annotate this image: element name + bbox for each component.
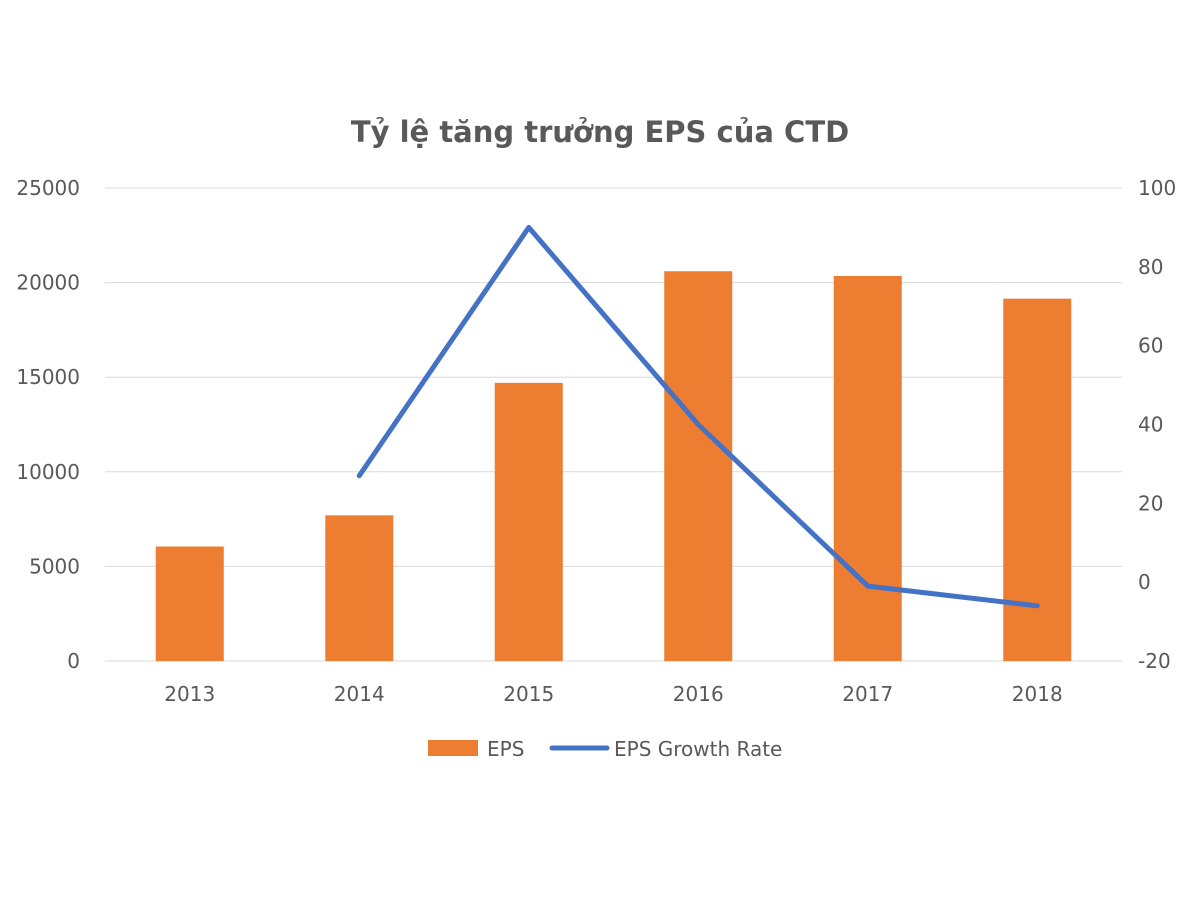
eps-bar — [664, 271, 733, 661]
right-tick-label: 20 — [1138, 491, 1163, 515]
x-tick-label: 2016 — [673, 682, 724, 706]
right-tick-label: 0 — [1138, 570, 1151, 594]
gridlines — [105, 187, 1122, 662]
x-tick-label: 2013 — [164, 682, 215, 706]
left-tick-label: 15000 — [16, 365, 80, 389]
eps-bar — [325, 515, 394, 661]
left-tick-label: 10000 — [16, 460, 80, 484]
x-tick-label: 2018 — [1012, 682, 1063, 706]
right-tick-label: -20 — [1138, 649, 1171, 673]
eps-bar — [1003, 298, 1072, 661]
left-tick-label: 25000 — [16, 176, 80, 200]
eps-bar — [155, 546, 224, 661]
eps-bar — [833, 275, 902, 661]
right-tick-label: 40 — [1138, 413, 1163, 437]
left-tick-label: 0 — [67, 649, 80, 673]
left-axis-ticks: 0 5000 10000 15000 20000 25000 — [16, 176, 80, 673]
x-tick-label: 2014 — [334, 682, 385, 706]
x-axis-ticks: 2013 2014 2015 2016 2017 2018 — [164, 682, 1062, 706]
eps-bar — [494, 382, 563, 661]
growth-line — [356, 224, 1040, 609]
left-tick-label: 5000 — [29, 554, 80, 578]
chart-title: Tỷ lệ tăng trưởng EPS của CTD — [351, 115, 849, 149]
legend-label-eps: EPS — [487, 737, 524, 761]
eps-bars — [155, 271, 1072, 661]
right-tick-label: 80 — [1138, 255, 1163, 279]
legend-swatch-eps — [428, 740, 478, 756]
left-tick-label: 20000 — [16, 271, 80, 295]
right-tick-label: 60 — [1138, 334, 1163, 358]
legend-label-growth: EPS Growth Rate — [614, 737, 782, 761]
x-tick-label: 2017 — [842, 682, 893, 706]
x-tick-label: 2015 — [503, 682, 554, 706]
legend: EPS EPS Growth Rate — [428, 737, 782, 761]
right-tick-label: 100 — [1138, 176, 1176, 200]
right-axis-ticks: -20 0 20 40 60 80 100 — [1138, 176, 1176, 673]
